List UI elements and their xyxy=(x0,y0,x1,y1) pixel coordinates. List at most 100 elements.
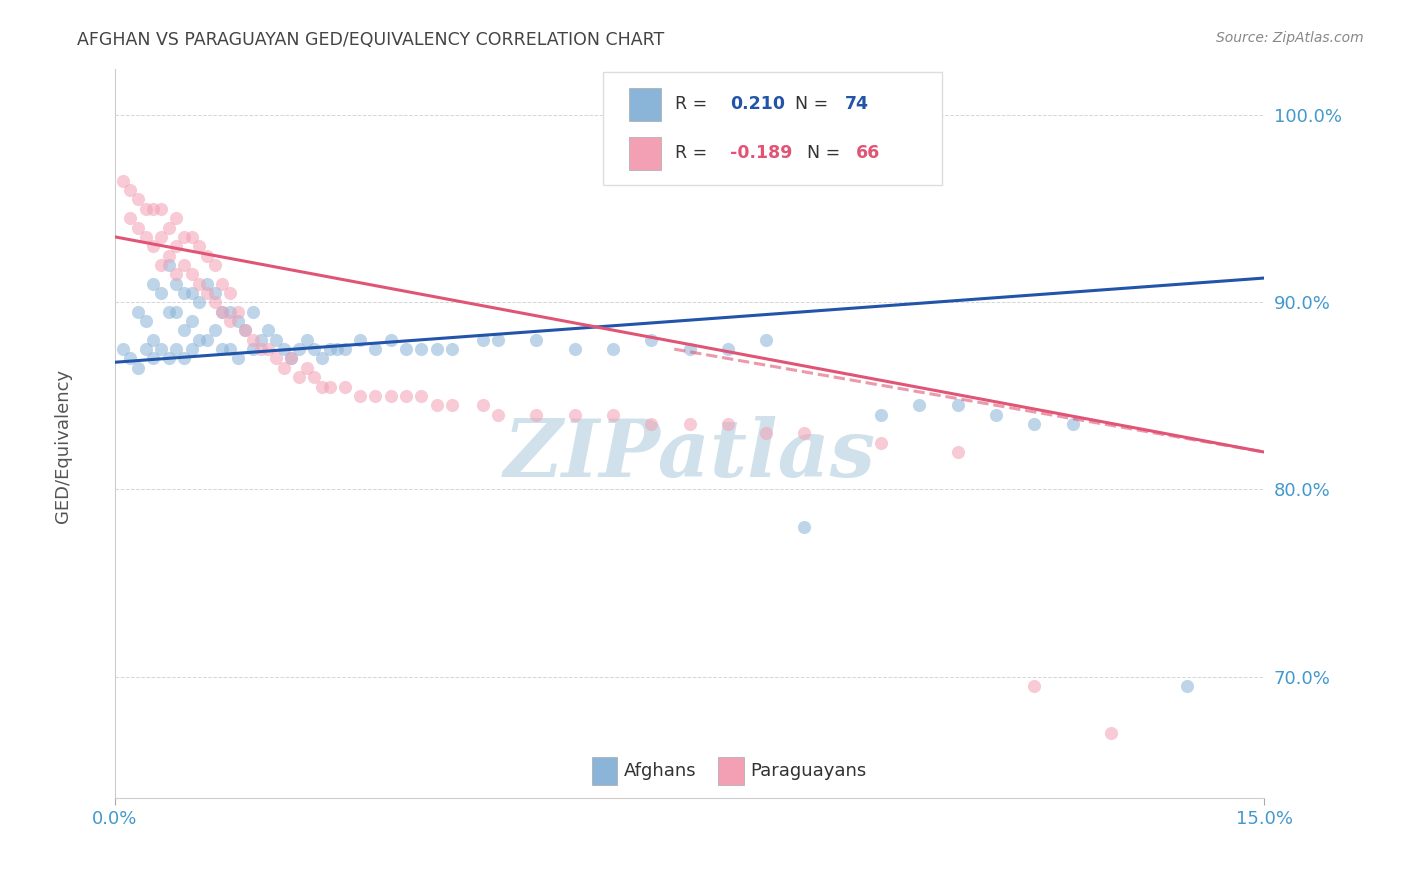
Point xyxy=(204,323,226,337)
Text: 74: 74 xyxy=(845,95,869,113)
Point xyxy=(204,258,226,272)
Point xyxy=(135,230,157,244)
Point xyxy=(165,268,187,282)
Point xyxy=(157,249,180,263)
Point xyxy=(302,370,325,384)
Point xyxy=(280,351,302,366)
Point xyxy=(211,277,233,291)
Text: R =: R = xyxy=(675,95,713,113)
Text: 0.210: 0.210 xyxy=(730,95,785,113)
Point xyxy=(195,277,218,291)
Point xyxy=(165,342,187,356)
Point xyxy=(1062,417,1084,431)
Point xyxy=(984,408,1007,422)
Point xyxy=(149,342,172,356)
Point xyxy=(486,408,509,422)
Point xyxy=(157,258,180,272)
Point xyxy=(411,342,433,356)
Point xyxy=(257,323,280,337)
Point xyxy=(135,314,157,328)
FancyBboxPatch shape xyxy=(718,757,744,785)
Text: N =: N = xyxy=(796,95,834,113)
Point xyxy=(219,342,242,356)
Point xyxy=(946,398,969,412)
Text: R =: R = xyxy=(675,145,713,162)
Point xyxy=(111,342,134,356)
Point xyxy=(142,202,165,216)
Point xyxy=(180,230,202,244)
Point xyxy=(471,333,494,347)
Point xyxy=(173,258,195,272)
Point xyxy=(157,220,180,235)
Text: GED/Equivalency: GED/Equivalency xyxy=(55,369,72,523)
Point xyxy=(1024,679,1046,693)
Point xyxy=(395,389,418,403)
Point xyxy=(135,202,157,216)
Point xyxy=(257,342,280,356)
Point xyxy=(678,342,700,356)
Point xyxy=(204,285,226,300)
Point xyxy=(564,342,586,356)
Point xyxy=(755,333,778,347)
Point xyxy=(226,351,249,366)
Point xyxy=(180,268,202,282)
Point xyxy=(380,333,402,347)
Point xyxy=(295,360,318,375)
Point xyxy=(142,333,165,347)
Point xyxy=(120,351,142,366)
Point xyxy=(149,230,172,244)
Point xyxy=(411,389,433,403)
Point xyxy=(1024,417,1046,431)
Point xyxy=(280,351,302,366)
Point xyxy=(195,285,218,300)
Point xyxy=(127,220,149,235)
Point xyxy=(908,398,931,412)
Point xyxy=(326,342,349,356)
Point xyxy=(249,342,271,356)
Point xyxy=(173,230,195,244)
Point xyxy=(273,342,295,356)
Point xyxy=(426,342,449,356)
Point xyxy=(249,333,271,347)
Text: AFGHAN VS PARAGUAYAN GED/EQUIVALENCY CORRELATION CHART: AFGHAN VS PARAGUAYAN GED/EQUIVALENCY COR… xyxy=(77,31,665,49)
Point xyxy=(157,304,180,318)
Point xyxy=(165,304,187,318)
Point xyxy=(226,304,249,318)
Point xyxy=(640,333,662,347)
Point xyxy=(318,342,340,356)
Point xyxy=(302,342,325,356)
Point xyxy=(333,379,356,393)
FancyBboxPatch shape xyxy=(628,136,661,169)
Point xyxy=(441,398,464,412)
Point xyxy=(127,360,149,375)
Point xyxy=(242,342,264,356)
Point xyxy=(219,285,242,300)
Point xyxy=(127,304,149,318)
Point xyxy=(165,239,187,253)
Point xyxy=(219,314,242,328)
Point xyxy=(173,323,195,337)
Point xyxy=(364,389,387,403)
Point xyxy=(678,417,700,431)
Point xyxy=(486,333,509,347)
Point xyxy=(264,333,287,347)
Point xyxy=(188,295,211,310)
Point xyxy=(870,435,893,450)
Text: Afghans: Afghans xyxy=(624,762,696,780)
Point xyxy=(149,202,172,216)
Point xyxy=(173,351,195,366)
Point xyxy=(242,304,264,318)
Point xyxy=(211,342,233,356)
Point xyxy=(264,351,287,366)
Point xyxy=(211,304,233,318)
Point xyxy=(311,379,333,393)
Point xyxy=(273,360,295,375)
Point xyxy=(233,323,256,337)
Point xyxy=(135,342,157,356)
Point xyxy=(333,342,356,356)
Point xyxy=(219,304,242,318)
Text: 66: 66 xyxy=(856,145,880,162)
Text: Paraguayans: Paraguayans xyxy=(751,762,866,780)
Point xyxy=(755,426,778,441)
Point xyxy=(120,183,142,197)
